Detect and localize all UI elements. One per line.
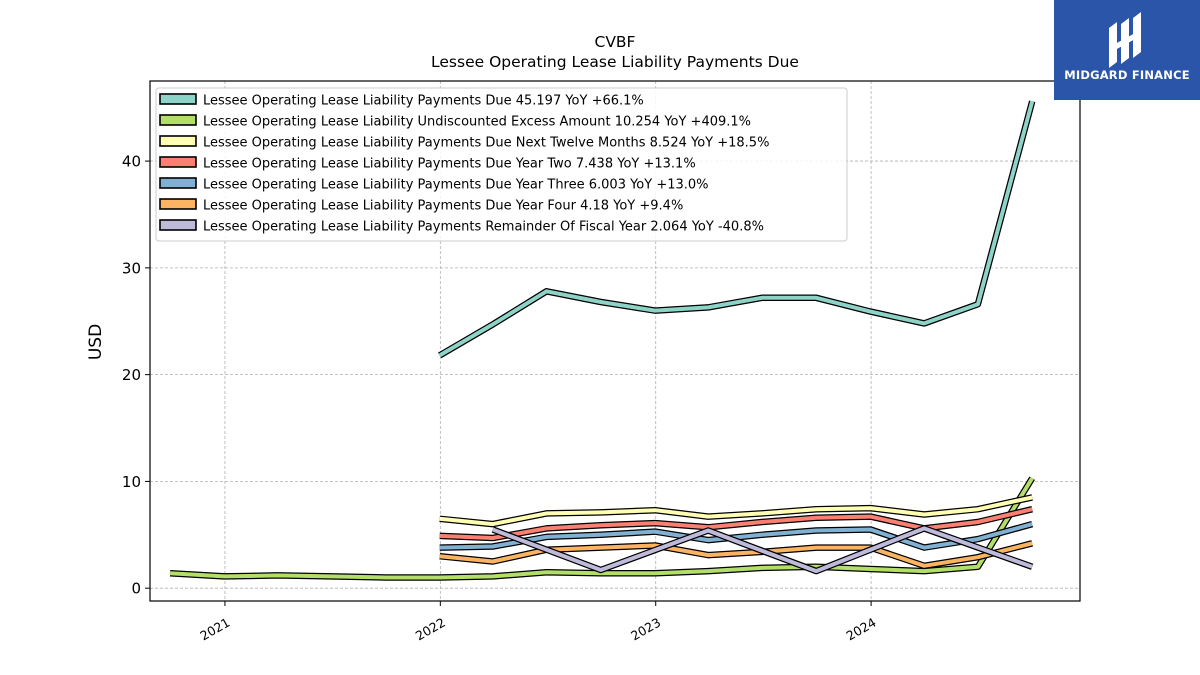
y-tick-label: 0 bbox=[131, 580, 141, 598]
y-axis-label: USD bbox=[86, 324, 106, 360]
legend-box bbox=[155, 87, 848, 242]
y-tick-label: 20 bbox=[122, 366, 141, 384]
legend-item: Lessee Operating Lease Liability Payment… bbox=[159, 156, 696, 172]
y-tick-label: 40 bbox=[122, 153, 141, 171]
series-6 bbox=[491, 525, 1034, 575]
midgard-finance-logo: MIDGARD FINANCE bbox=[1054, 0, 1200, 100]
legend-item: Lessee Operating Lease Liability Payment… bbox=[159, 93, 644, 109]
series-line bbox=[439, 507, 1033, 540]
series-3 bbox=[439, 506, 1033, 542]
legend-swatch bbox=[159, 135, 197, 147]
legend-label: Lessee Operating Lease Liability Payment… bbox=[203, 220, 764, 235]
logo-brand-text: MIDGARD FINANCE bbox=[1064, 68, 1190, 82]
series-line bbox=[492, 526, 1033, 574]
legend: Lessee Operating Lease Liability Payment… bbox=[155, 87, 848, 242]
legend-swatch bbox=[159, 114, 197, 126]
chart-subtitle: Lessee Operating Lease Liability Payment… bbox=[431, 53, 799, 71]
legend-swatch bbox=[159, 156, 197, 168]
series-line bbox=[439, 495, 1033, 527]
legend-item: Lessee Operating Lease Liability Payment… bbox=[159, 219, 764, 235]
legend-label: Lessee Operating Lease Liability Payment… bbox=[203, 157, 696, 172]
series-line bbox=[438, 100, 1035, 358]
y-tick-label: 10 bbox=[122, 473, 141, 491]
midgard-logo-icon bbox=[1109, 12, 1141, 68]
legend-swatch bbox=[159, 198, 197, 210]
x-tick-label: 2023 bbox=[628, 615, 663, 644]
legend-swatch bbox=[159, 219, 197, 231]
series-line bbox=[439, 541, 1033, 568]
chart-title: CVBF bbox=[595, 33, 636, 51]
legend-swatch bbox=[159, 93, 197, 105]
legend-swatch bbox=[159, 177, 197, 189]
series-lines bbox=[169, 100, 1036, 581]
legend-label: Lessee Operating Lease Liability Undisco… bbox=[203, 115, 751, 130]
series-0 bbox=[438, 100, 1036, 359]
x-tick-label: 2022 bbox=[413, 615, 448, 644]
y-tick-label: 30 bbox=[122, 259, 141, 277]
legend-item: Lessee Operating Lease Liability Payment… bbox=[159, 135, 769, 151]
legend-item: Lessee Operating Lease Liability Payment… bbox=[159, 198, 683, 214]
legend-item: Lessee Operating Lease Liability Payment… bbox=[159, 177, 709, 193]
x-tick-label: 2024 bbox=[844, 615, 879, 644]
legend-label: Lessee Operating Lease Liability Payment… bbox=[203, 199, 683, 214]
legend-label: Lessee Operating Lease Liability Payment… bbox=[203, 94, 644, 109]
plot-frame bbox=[149, 80, 1081, 602]
series-5 bbox=[439, 540, 1034, 570]
series-2 bbox=[439, 494, 1033, 528]
legend-item: Lessee Operating Lease Liability Undisco… bbox=[159, 114, 751, 130]
legend-label: Lessee Operating Lease Liability Payment… bbox=[203, 136, 769, 151]
x-tick-label: 2021 bbox=[197, 615, 232, 644]
legend-label: Lessee Operating Lease Liability Payment… bbox=[203, 178, 709, 193]
